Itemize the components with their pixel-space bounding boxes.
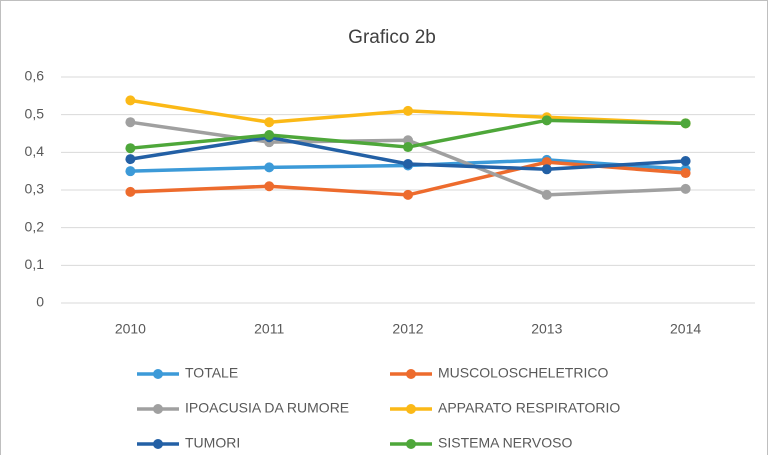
- x-tick-label: 2012: [392, 321, 423, 337]
- legend-label: IPOACUSIA DA RUMORE: [185, 400, 349, 416]
- legend-marker: [406, 439, 416, 449]
- point-marker: [541, 164, 552, 175]
- legend-marker: [406, 404, 416, 414]
- legend-label: TOTALE: [185, 365, 238, 381]
- legend-marker: [406, 369, 416, 379]
- y-tick-label: 0,2: [25, 218, 45, 234]
- point-marker: [125, 166, 136, 177]
- x-tick-label: 2013: [531, 321, 562, 337]
- point-marker: [680, 168, 691, 179]
- point-marker: [680, 183, 691, 194]
- y-tick-label: 0,6: [25, 68, 45, 84]
- point-marker: [264, 117, 275, 128]
- legend-label: TUMORI: [185, 435, 240, 451]
- x-tick-label: 2014: [670, 321, 701, 337]
- y-tick-label: 0,3: [25, 181, 45, 197]
- point-marker: [264, 181, 275, 192]
- x-tick-label: 2011: [254, 321, 284, 337]
- legend-marker: [153, 404, 163, 414]
- point-marker: [264, 130, 275, 141]
- point-marker: [541, 189, 552, 200]
- point-marker: [125, 95, 136, 106]
- y-tick-label: 0,1: [25, 256, 45, 272]
- point-marker: [680, 118, 691, 129]
- point-marker: [125, 154, 136, 165]
- legend-marker: [153, 369, 163, 379]
- legend-label: SISTEMA NERVOSO: [438, 435, 572, 451]
- point-marker: [403, 105, 413, 116]
- legend-marker: [153, 439, 163, 449]
- point-marker: [125, 186, 136, 197]
- point-marker: [125, 117, 136, 128]
- point-marker: [264, 162, 275, 173]
- legend-label: MUSCOLOSCHELETRICO: [438, 365, 608, 381]
- x-tick-label: 2010: [115, 321, 146, 337]
- point-marker: [541, 157, 552, 168]
- point-marker: [403, 159, 413, 170]
- point-marker: [403, 142, 413, 153]
- legend-label: APPARATO RESPIRATORIO: [438, 400, 620, 416]
- y-tick-label: 0,5: [25, 105, 45, 121]
- y-tick-label: 0: [36, 294, 44, 310]
- y-tick-label: 0,4: [25, 143, 45, 159]
- chart-title: Grafico 2b: [348, 27, 436, 48]
- point-marker: [125, 143, 136, 154]
- point-marker: [541, 115, 552, 126]
- point-marker: [403, 189, 413, 200]
- point-marker: [680, 155, 691, 166]
